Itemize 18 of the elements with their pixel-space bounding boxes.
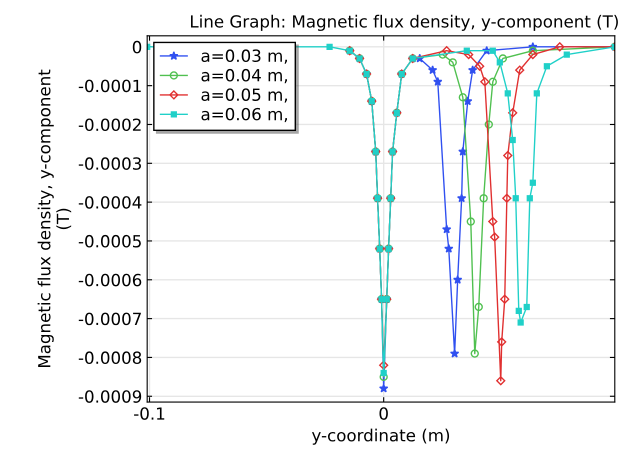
legend-label: a=0.06 m, [202, 108, 287, 122]
x-axis-title: y-coordinate (m) [312, 428, 450, 445]
y-tick-label: -0.0001 [78, 80, 141, 92]
legend-label: a=0.05 m, [202, 88, 287, 103]
y-tick-label: -0.0009 [78, 390, 142, 403]
legend-label: a=0.03 m, [202, 49, 287, 64]
y-tick-label: -0.0005 [78, 234, 141, 248]
y-tick-label: -0.0002 [78, 118, 141, 132]
y-tick-label: -0.0006 [78, 274, 142, 286]
y-tick-label: -0.0008 [78, 351, 142, 364]
legend-label: a=0.04 m, [202, 68, 287, 84]
y-axis-title: Magnetic flux density, y-component (T) [38, 70, 72, 368]
x-tick-label: -0.1 [134, 407, 164, 420]
y-tick-label: -0.0003 [78, 157, 141, 170]
y-tick-label: -0.0004 [78, 196, 142, 209]
y-tick-label: 0 [132, 40, 142, 54]
y-tick-label: -0.0007 [78, 312, 141, 326]
chart-title: Line Graph: Magnetic flux density, y-component (T) [191, 14, 618, 31]
